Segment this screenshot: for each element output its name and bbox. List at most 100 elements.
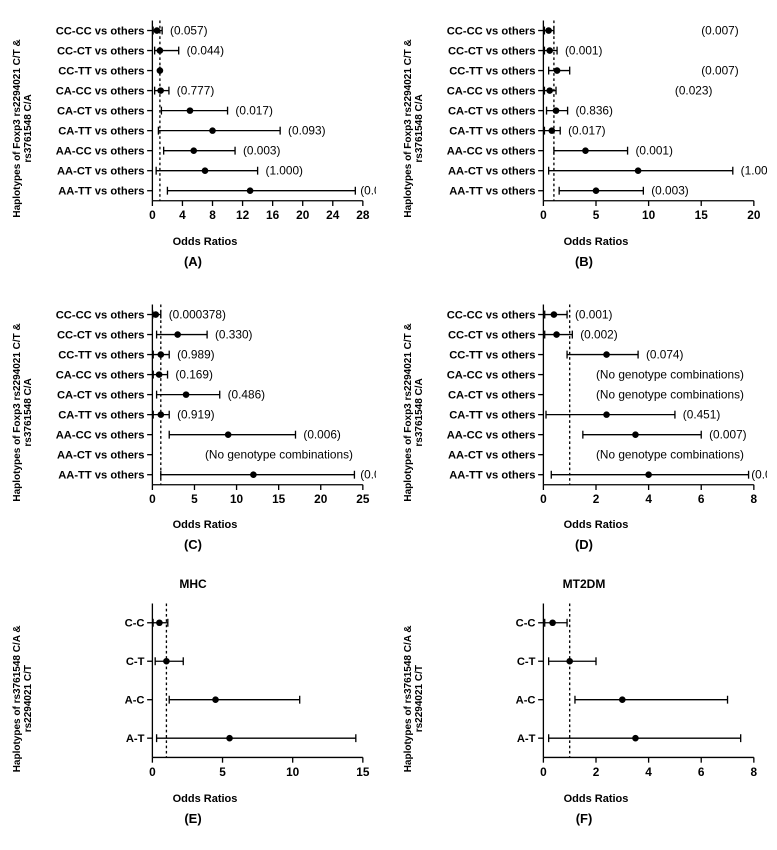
svg-text:CA-CC vs others: CA-CC vs others [56,369,145,381]
svg-text:20: 20 [747,208,761,222]
svg-text:AA-TT vs others: AA-TT vs others [449,186,535,198]
panel-A-xlabel: Odds Ratios [34,236,376,248]
svg-text:CC-CT vs others: CC-CT vs others [57,329,145,341]
svg-text:16: 16 [266,208,280,222]
panel-B-plot: CC-CC vs othersCC-CT vs othersCC-TT vs o… [425,10,767,248]
svg-text:2: 2 [593,765,600,779]
svg-text:(0.017): (0.017) [235,104,273,118]
svg-text:0: 0 [149,492,156,506]
panel-F-title: MT2DM [401,577,767,591]
svg-text:AA-TT vs others: AA-TT vs others [58,469,144,481]
panel-A: Haplotypes of Foxp3 rs2294021 C/T & rs37… [10,10,376,269]
svg-text:2: 2 [593,492,600,506]
svg-text:10: 10 [642,208,656,222]
svg-text:AA-CT vs others: AA-CT vs others [57,166,145,178]
panel-D-caption: (D) [401,537,767,552]
panel-A-plot: CC-CC vs othersCC-CT vs othersCC-TT vs o… [34,10,376,248]
panel-E-caption: (E) [10,811,376,826]
svg-text:0: 0 [540,492,547,506]
svg-text:CA-CT vs others: CA-CT vs others [448,389,536,401]
svg-text:(No genotype combinations): (No genotype combinations) [596,367,744,381]
svg-text:(0.025): (0.025) [360,467,376,481]
svg-text:CA-CC vs others: CA-CC vs others [56,86,145,98]
svg-text:8: 8 [751,765,758,779]
panel-D-plot: CC-CC vs othersCC-CT vs othersCC-TT vs o… [425,294,767,532]
svg-text:CC-CC vs others: CC-CC vs others [447,25,536,37]
svg-text:AA-CT vs others: AA-CT vs others [448,449,536,461]
svg-text:20: 20 [314,492,328,506]
panel-E-plot: C-CC-TA-CA-T051015 Odds Ratios [34,593,376,804]
svg-text:15: 15 [695,208,709,222]
svg-text:15: 15 [272,492,286,506]
svg-text:CC-CT vs others: CC-CT vs others [448,329,536,341]
svg-text:4: 4 [179,208,186,222]
panel-B: Haplotypes of Foxp3 rs2294021 C/T & rs37… [401,10,767,269]
svg-text:12: 12 [236,208,250,222]
svg-text:(1.000): (1.000) [266,164,304,178]
svg-text:CA-CT vs others: CA-CT vs others [448,106,536,118]
svg-text:CC-CC vs others: CC-CC vs others [447,309,536,321]
svg-text:(0.451): (0.451) [683,407,721,421]
svg-text:(0.169): (0.169) [175,367,213,381]
svg-text:4: 4 [645,765,652,779]
svg-text:(No genotype combinations): (No genotype combinations) [205,447,353,461]
panel-E: MHC Haplotypes of rs3761548 C/A & rs2294… [10,577,376,825]
svg-text:CA-CT vs others: CA-CT vs others [57,389,145,401]
svg-text:10: 10 [230,492,244,506]
svg-text:AA-CC vs others: AA-CC vs others [56,146,145,158]
svg-text:A-C: A-C [125,695,145,707]
svg-text:CA-CC vs others: CA-CC vs others [447,86,536,98]
svg-text:4: 4 [645,492,652,506]
panel-A-ylabel: Haplotypes of Foxp3 rs2294021 C/T & rs37… [10,10,34,248]
svg-text:(0.001): (0.001) [635,144,673,158]
svg-text:(0.777): (0.777) [177,84,215,98]
svg-text:AA-CC vs others: AA-CC vs others [447,146,536,158]
svg-text:(1.000): (1.000) [741,164,767,178]
svg-text:C-C: C-C [516,618,536,630]
svg-text:8: 8 [209,208,216,222]
svg-text:(0.330): (0.330) [215,327,253,341]
svg-text:24: 24 [326,208,340,222]
svg-text:(0.057): (0.057) [170,23,208,37]
svg-text:CA-TT vs others: CA-TT vs others [449,126,535,138]
panel-C-xlabel: Odds Ratios [34,519,376,531]
panel-C-ylabel: Haplotypes of Foxp3 rs2294021 C/T & rs37… [10,294,34,532]
svg-text:A-T: A-T [126,733,145,745]
svg-text:(0.005): (0.005) [360,184,376,198]
svg-text:(0.093): (0.093) [288,124,326,138]
panel-D: Haplotypes of Foxp3 rs2294021 C/T & rs37… [401,294,767,553]
svg-text:(0.026): (0.026) [751,467,767,481]
svg-text:(No genotype combinations): (No genotype combinations) [596,447,744,461]
svg-text:(0.000378): (0.000378) [169,307,226,321]
svg-text:A-C: A-C [516,695,536,707]
svg-text:(0.486): (0.486) [228,387,266,401]
panel-B-xlabel: Odds Ratios [425,236,767,248]
svg-text:CA-TT vs others: CA-TT vs others [449,409,535,421]
svg-text:15: 15 [356,765,370,779]
svg-text:5: 5 [219,765,226,779]
svg-text:(0.017): (0.017) [568,124,606,138]
panel-D-xlabel: Odds Ratios [425,519,767,531]
svg-text:8: 8 [751,492,758,506]
svg-text:C-T: C-T [517,656,536,668]
svg-text:0: 0 [149,765,156,779]
svg-text:20: 20 [296,208,310,222]
svg-text:CC-CT vs others: CC-CT vs others [448,46,536,58]
panel-F-ylabel: Haplotypes of rs3761548 C/A & rs2294021 … [401,593,425,804]
panel-E-title: MHC [10,577,376,591]
svg-text:C-C: C-C [125,618,145,630]
svg-text:6: 6 [698,492,705,506]
svg-text:AA-TT vs others: AA-TT vs others [449,469,535,481]
svg-text:A-T: A-T [517,733,536,745]
svg-text:CC-CC vs others: CC-CC vs others [56,309,145,321]
panel-C-plot: CC-CC vs othersCC-CT vs othersCC-TT vs o… [34,294,376,532]
panel-E-xlabel: Odds Ratios [34,793,376,805]
svg-text:AA-CT vs others: AA-CT vs others [57,449,145,461]
svg-text:CC-CT vs others: CC-CT vs others [57,46,145,58]
svg-text:AA-CT vs others: AA-CT vs others [448,166,536,178]
panel-B-ylabel: Haplotypes of Foxp3 rs2294021 C/T & rs37… [401,10,425,248]
figure-grid: Haplotypes of Foxp3 rs2294021 C/T & rs37… [10,10,767,826]
svg-text:(0.007): (0.007) [709,427,747,441]
svg-text:(No genotype combinations): (No genotype combinations) [596,387,744,401]
svg-text:6: 6 [698,765,705,779]
